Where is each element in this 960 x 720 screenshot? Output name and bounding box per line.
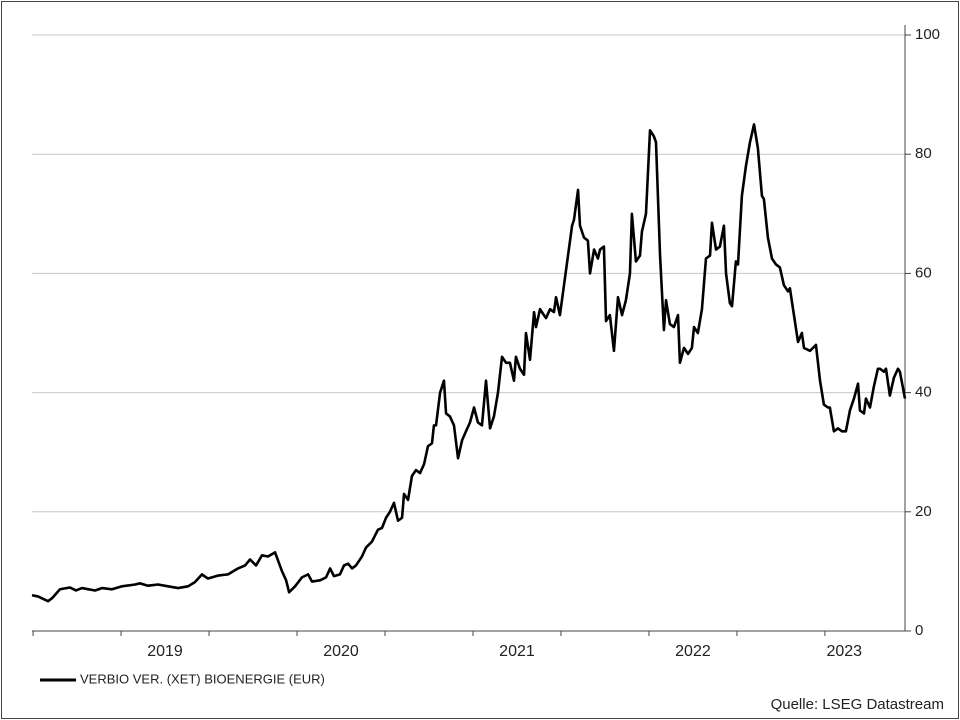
x-tick-label: 2020 [323, 643, 359, 660]
source: Quelle: LSEG Datastream [771, 696, 944, 713]
y-tick-label: 20 [915, 503, 932, 520]
y-tick-label: 60 [915, 264, 932, 281]
x-tick-label: 2019 [147, 643, 183, 660]
x-tick-label: 2023 [826, 643, 862, 660]
y-tick-label: 100 [915, 26, 940, 43]
legend-label: VERBIO VER. (XET) BIOENERGIE (EUR) [80, 671, 325, 686]
x-tick-label: 2021 [499, 643, 535, 660]
y-tick-label: 80 [915, 145, 932, 162]
x-tick-label: 2022 [675, 643, 711, 660]
y-tick-label: 0 [915, 622, 923, 639]
series-line [31, 123, 907, 603]
y-tick-label: 40 [915, 384, 932, 401]
